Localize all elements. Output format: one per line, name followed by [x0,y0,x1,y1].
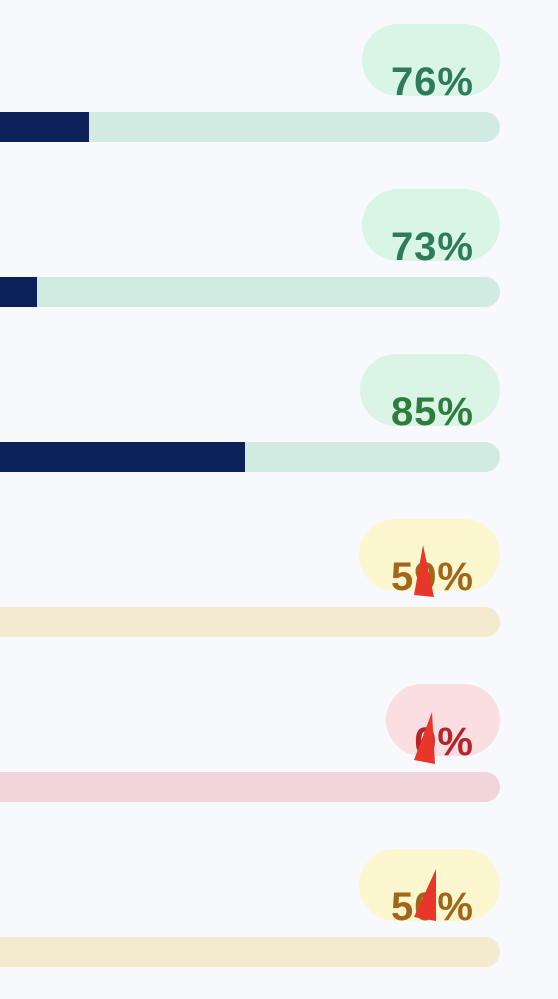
progress-row: 59% [0,519,558,669]
progress-track [0,442,500,472]
pointer-arrow-icon [410,867,440,927]
percent-label: 73% [390,225,474,269]
progress-track [0,607,500,637]
progress-row: 73% [0,189,558,339]
progress-row: 50% [0,849,558,999]
percent-badge [362,189,500,261]
percent-badge [362,24,500,96]
progress-fill [0,112,90,142]
progress-row: 0% [0,684,558,834]
progress-fill [0,277,38,307]
progress-track [0,937,500,967]
progress-track [0,112,500,142]
percent-badge [386,684,500,756]
progress-track [0,772,500,802]
percent-label: 85% [390,390,474,434]
pointer-arrow-icon [410,543,440,603]
progress-row: 76% [0,24,558,174]
pointer-arrow-icon [410,710,440,770]
percent-label: 76% [390,60,474,104]
progress-track [0,277,500,307]
percent-badge [360,354,500,426]
progress-row: 85% [0,354,558,504]
progress-fill [0,442,246,472]
